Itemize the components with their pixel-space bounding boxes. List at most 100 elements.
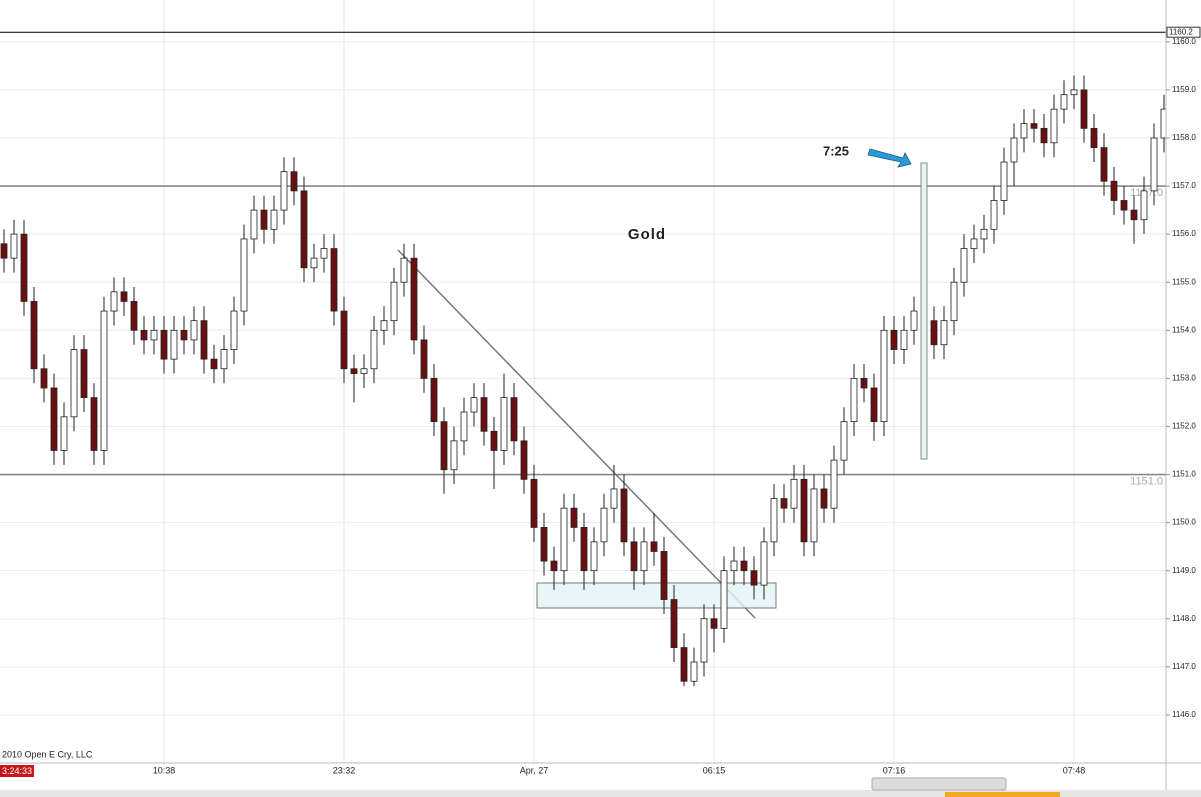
candle-body bbox=[870, 387, 878, 423]
candle-body bbox=[480, 397, 488, 432]
scroll-highlight bbox=[945, 792, 1060, 797]
candle-body bbox=[360, 368, 368, 374]
candle-body bbox=[900, 329, 908, 350]
chart-title: Gold bbox=[628, 226, 666, 243]
candle-body bbox=[240, 238, 248, 312]
level-label: 1160.2 bbox=[1169, 27, 1193, 36]
x-tick-label: 10:38 bbox=[153, 765, 176, 775]
annotation: 7:25 bbox=[823, 143, 849, 158]
y-axis-panel bbox=[1166, 0, 1201, 763]
candle-body bbox=[710, 618, 718, 629]
candle-body bbox=[720, 570, 728, 629]
candle-body bbox=[790, 478, 798, 509]
support-box bbox=[536, 582, 777, 609]
candle-body bbox=[10, 233, 18, 259]
candle-body bbox=[230, 310, 238, 350]
clock: 3:24:33 bbox=[2, 766, 32, 776]
candle-body bbox=[1040, 127, 1048, 144]
x-tick-label: 07:16 bbox=[883, 765, 906, 775]
candle-body bbox=[960, 248, 968, 283]
candle-body bbox=[170, 329, 178, 360]
y-tick-label: 1155.0 bbox=[1172, 277, 1196, 286]
candle-body bbox=[470, 397, 478, 413]
candle-body bbox=[1000, 161, 1008, 201]
candle-body bbox=[640, 541, 648, 572]
candle-body bbox=[660, 551, 668, 600]
y-tick-label: 1148.0 bbox=[1172, 614, 1196, 623]
clock-box bbox=[0, 765, 34, 777]
candle-body bbox=[810, 488, 818, 543]
candle-body bbox=[1050, 108, 1058, 144]
candle-body bbox=[700, 618, 708, 663]
candle-body bbox=[1030, 123, 1038, 129]
y-tick-label: 1160.0 bbox=[1172, 37, 1196, 46]
candle-body bbox=[600, 507, 608, 543]
candle-body bbox=[460, 411, 468, 442]
level-label: 1151.0 bbox=[1130, 475, 1163, 487]
candle-body bbox=[140, 329, 148, 341]
candle-body bbox=[410, 257, 418, 341]
candle-body bbox=[730, 560, 738, 572]
candle-body bbox=[510, 397, 518, 442]
candle-body bbox=[590, 541, 598, 572]
candle-body bbox=[850, 377, 858, 423]
candle-body bbox=[70, 349, 78, 418]
candle-body bbox=[500, 397, 508, 451]
arrow bbox=[867, 148, 912, 168]
candle-body bbox=[30, 301, 38, 370]
candle-body bbox=[310, 257, 318, 269]
candle-body bbox=[1100, 147, 1108, 182]
candle-body bbox=[340, 310, 348, 370]
y-tick-label: 1146.0 bbox=[1172, 710, 1196, 719]
candle-body bbox=[970, 238, 978, 249]
candle-body bbox=[80, 349, 88, 399]
x-tick-label: 06:15 bbox=[703, 765, 726, 775]
candle-body bbox=[990, 200, 998, 230]
x-tick-label: 23:32 bbox=[333, 765, 356, 775]
candle-body bbox=[1080, 89, 1088, 129]
y-tick-label: 1153.0 bbox=[1172, 373, 1196, 382]
candle-body bbox=[1090, 127, 1098, 148]
level-label-box bbox=[1166, 26, 1201, 38]
candle-body bbox=[350, 368, 358, 374]
x-tick-label: 07:48 bbox=[1063, 765, 1086, 775]
y-tick-label: 1147.0 bbox=[1172, 662, 1196, 671]
candle-body bbox=[780, 498, 788, 509]
candle-body bbox=[210, 358, 218, 370]
candle-body bbox=[400, 257, 408, 283]
scrollbar[interactable] bbox=[0, 790, 1201, 797]
candle-body bbox=[370, 329, 378, 370]
candle-body bbox=[1070, 89, 1078, 96]
candle-body bbox=[950, 281, 958, 322]
candle-body bbox=[820, 488, 828, 509]
y-tick-label: 1152.0 bbox=[1172, 422, 1196, 431]
scroll-thumb[interactable] bbox=[871, 777, 1007, 791]
candle-body bbox=[90, 397, 98, 451]
candle-body bbox=[530, 478, 538, 528]
candles bbox=[0, 75, 1168, 687]
candle-body bbox=[830, 459, 838, 509]
x-tick-label: Apr, 27 bbox=[520, 765, 549, 775]
candle-body bbox=[220, 349, 228, 370]
candle-body bbox=[390, 281, 398, 322]
candle-body bbox=[110, 291, 118, 312]
candle-body bbox=[690, 661, 698, 682]
candle-body bbox=[1020, 123, 1028, 139]
candle-body bbox=[680, 647, 688, 682]
copyright: 2010 Open E Cry, LLC bbox=[2, 749, 93, 759]
candle-body bbox=[420, 339, 428, 379]
candle-body bbox=[1110, 180, 1118, 201]
y-tick-label: 1149.0 bbox=[1172, 566, 1196, 575]
candle-body bbox=[630, 541, 638, 572]
candle-body bbox=[130, 301, 138, 331]
candle-body bbox=[910, 310, 918, 331]
candle-body bbox=[0, 243, 8, 259]
candle-body bbox=[550, 560, 558, 572]
candle-body bbox=[380, 320, 388, 331]
candle-body bbox=[1150, 137, 1158, 192]
candle-body bbox=[40, 368, 48, 389]
time-marker bbox=[920, 162, 928, 460]
y-tick-label: 1151.0 bbox=[1172, 470, 1196, 479]
